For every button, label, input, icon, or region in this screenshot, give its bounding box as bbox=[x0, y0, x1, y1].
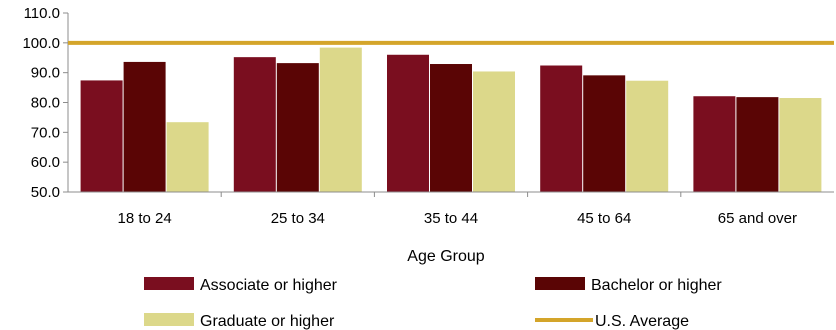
bar bbox=[319, 47, 362, 193]
bar bbox=[583, 75, 626, 192]
y-tick-label: 90.0 bbox=[31, 65, 60, 82]
y-tick-label: 100.0 bbox=[22, 35, 60, 52]
bar bbox=[80, 80, 123, 192]
x-tick-label: 45 to 64 bbox=[577, 210, 631, 227]
y-axis: 50.0 60.0 70.0 80.0 90.0 100.0 110.0 bbox=[22, 5, 69, 201]
legend-label: Bachelor or higher bbox=[591, 277, 722, 294]
y-tick-label: 110.0 bbox=[24, 5, 60, 22]
x-tick-label: 25 to 34 bbox=[271, 210, 325, 227]
legend-label: Associate or higher bbox=[200, 277, 338, 294]
legend-label: Graduate or higher bbox=[200, 313, 335, 330]
legend-swatch bbox=[535, 277, 585, 290]
legend-swatch bbox=[144, 277, 194, 290]
legend: Associate or higher Bachelor or higher Gra… bbox=[144, 277, 722, 330]
x-tick-label: 35 to 44 bbox=[424, 210, 478, 227]
bar bbox=[387, 54, 429, 193]
bar bbox=[540, 65, 583, 192]
bar bbox=[276, 63, 319, 193]
y-tick-label: 70.0 bbox=[31, 124, 60, 141]
bar bbox=[233, 57, 276, 192]
bar bbox=[779, 98, 822, 192]
y-tick-label: 50.0 bbox=[31, 184, 60, 201]
bar bbox=[166, 122, 209, 192]
bar bbox=[473, 71, 515, 192]
y-tick-label: 60.0 bbox=[31, 154, 60, 171]
x-tick-label: 65 and over bbox=[718, 210, 797, 227]
x-axis-title: Age Group bbox=[407, 248, 484, 265]
bar bbox=[430, 64, 472, 192]
bar bbox=[123, 61, 166, 192]
legend-swatch bbox=[144, 313, 194, 326]
bar bbox=[736, 97, 779, 192]
x-tick-label: 18 to 24 bbox=[117, 210, 171, 227]
x-axis: 18 to 24 25 to 34 35 to 44 45 to 64 65 and o… bbox=[68, 191, 834, 227]
bar bbox=[693, 96, 736, 192]
bars bbox=[80, 47, 822, 193]
y-tick-label: 80.0 bbox=[31, 95, 60, 112]
legend-label: U.S. Average bbox=[595, 313, 689, 330]
bar bbox=[626, 80, 669, 192]
